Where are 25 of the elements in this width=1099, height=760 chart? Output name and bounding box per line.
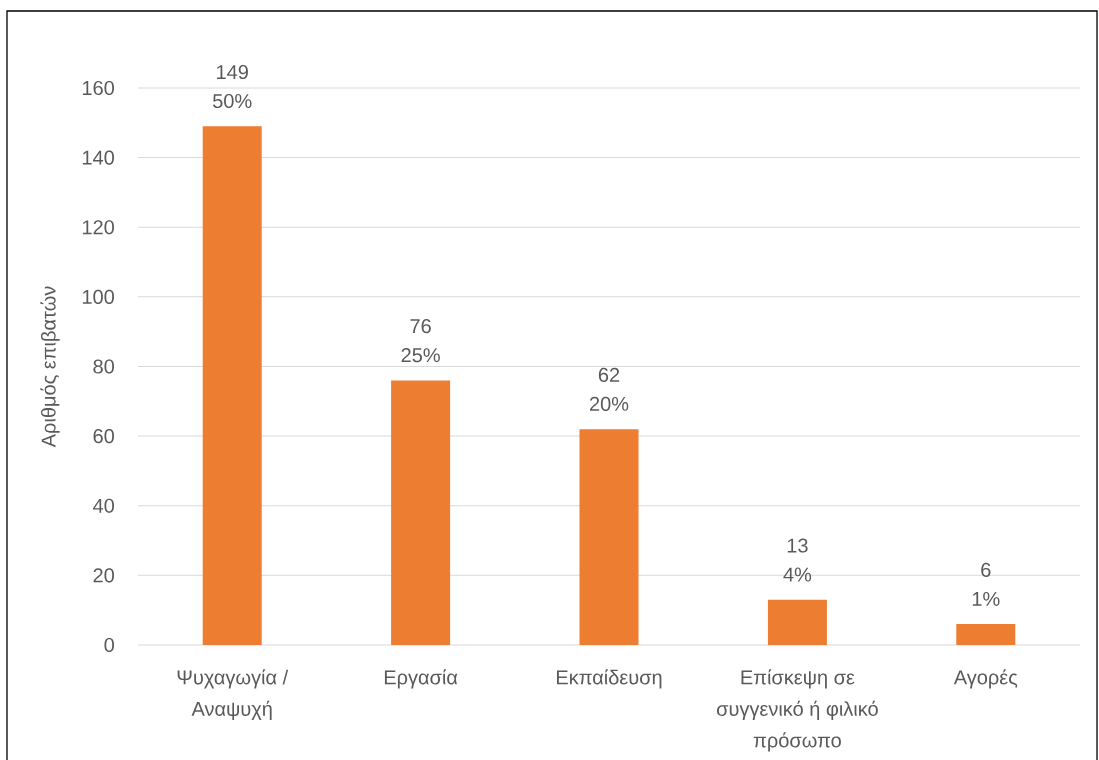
y-tick-label: 0 bbox=[104, 637, 115, 653]
y-tick-label: 100 bbox=[82, 289, 115, 304]
bar bbox=[391, 380, 451, 645]
x-tick-label: Αγορές bbox=[953, 669, 1018, 689]
y-tick-label: 160 bbox=[82, 80, 115, 96]
y-tick-label: 120 bbox=[82, 220, 115, 235]
bar bbox=[202, 126, 262, 645]
y-tick-label: 140 bbox=[82, 150, 115, 165]
bar bbox=[956, 624, 1016, 645]
data-label: 6 1% bbox=[972, 562, 1000, 606]
bar bbox=[579, 429, 639, 645]
data-label: 76 25% bbox=[401, 319, 440, 363]
y-tick-label: 60 bbox=[93, 429, 115, 444]
y-tick-label: 20 bbox=[93, 568, 115, 583]
y-tick-label: 80 bbox=[93, 359, 115, 374]
x-tick-label: Ψυχαγωγία / Αναψυχή bbox=[177, 669, 289, 720]
x-tick-label: Επίσκεψη σε συγγενικό ή φιλικό πρόσωπο bbox=[717, 669, 878, 752]
x-tick-label: Εκπαίδευση bbox=[556, 669, 662, 689]
data-label: 149 50% bbox=[212, 64, 252, 109]
y-tick-label: 40 bbox=[93, 498, 115, 513]
data-label: 13 4% bbox=[783, 538, 812, 582]
x-tick-label: Εργασία bbox=[384, 669, 458, 689]
bar bbox=[767, 599, 827, 645]
data-label: 62 20% bbox=[589, 367, 629, 411]
y-axis-title: Αριθμός επιβατών bbox=[40, 286, 60, 448]
